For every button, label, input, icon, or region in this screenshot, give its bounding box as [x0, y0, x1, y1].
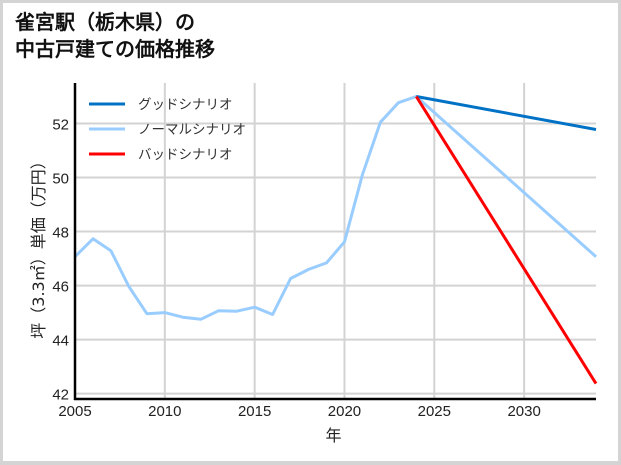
x-tick-label: 2020	[328, 403, 361, 420]
title-line-2: 中古戸建ての価格推移	[15, 37, 215, 61]
tick-labels: 2005 2010 2015 2020 2025 2030 42 44 46 48 50 52	[52, 117, 541, 420]
series-line	[73, 95, 597, 321]
legend-label: ノーマルシナリオ	[138, 122, 246, 138]
series-line	[415, 95, 598, 385]
x-tick-label: 2015	[238, 403, 271, 420]
chart-title: 雀宮駅（栃木県）の 中古戸建ての価格推移	[15, 9, 215, 63]
legend-label: グッドシナリオ	[138, 97, 233, 113]
legend-label: バッドシナリオ	[138, 147, 233, 163]
y-tick-label: 50	[52, 171, 69, 188]
y-tick-label: 44	[52, 333, 69, 350]
y-tick-label: 46	[52, 279, 69, 296]
y-tick-label: 48	[52, 225, 69, 242]
x-tick-label: 2005	[58, 403, 91, 420]
x-axis-label: 年	[325, 426, 341, 445]
x-tick-label: 2025	[418, 403, 451, 420]
x-tick-label: 2010	[148, 403, 181, 420]
y-tick-label: 52	[52, 117, 69, 134]
axes	[73, 83, 596, 401]
y-axis-label: 坪（3.3㎡）単価（万円）	[29, 153, 48, 338]
title-line-1: 雀宮駅（栃木県）の	[15, 10, 195, 34]
series-line	[416, 95, 597, 131]
x-tick-label: 2030	[507, 403, 540, 420]
y-tick-label: 42	[52, 387, 69, 404]
data-series	[73, 95, 598, 385]
